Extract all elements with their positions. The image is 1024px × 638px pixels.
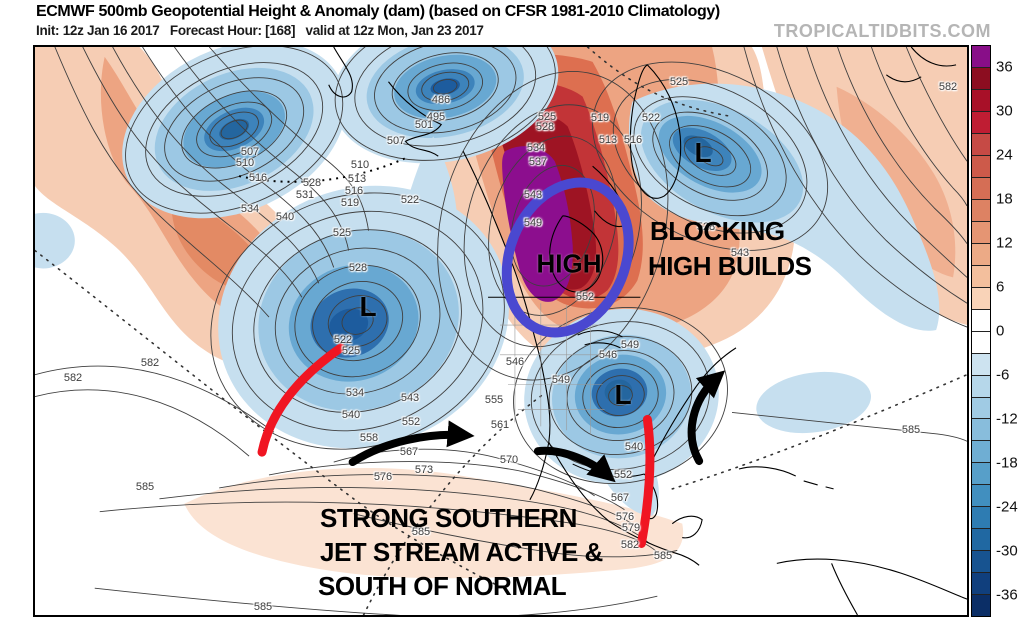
colorbar-tick: 18 <box>996 190 1013 208</box>
red-jet-stream-arrows <box>257 343 655 548</box>
map-canvas <box>33 45 969 617</box>
contour-map-graphic <box>35 47 967 615</box>
colorbar-cell <box>972 286 990 309</box>
colorbar-cell <box>972 264 990 287</box>
black-arrow-southwest <box>348 420 475 467</box>
colorbar-tick: 30 <box>996 102 1013 120</box>
red-jet-arc-east <box>636 414 655 548</box>
colorbar-tick: 12 <box>996 234 1013 252</box>
colorbar-tick-labels: 36 30 24 18 12 6 0 -6 -12 -18 -24 -30 -36 <box>996 45 1024 617</box>
colorbar-cell <box>972 440 990 463</box>
height-contours <box>35 47 967 615</box>
colorbar-cell <box>972 154 990 177</box>
colorbar-tick: -30 <box>996 542 1018 560</box>
colorbar-tick: -6 <box>996 366 1010 384</box>
colorbar-cell <box>972 242 990 265</box>
colorbar-tick: -12 <box>996 410 1018 428</box>
page-title: ECMWF 500mb Geopotential Height & Anomal… <box>36 3 720 20</box>
colorbar-cell <box>972 66 990 89</box>
colorbar-cell <box>972 396 990 419</box>
colorbar-cell <box>972 594 990 617</box>
blue-high-oval <box>501 177 634 338</box>
colorbar-cell <box>972 418 990 441</box>
graticule-dotted-lines <box>35 47 967 615</box>
colorbar-cell <box>972 46 990 67</box>
colorbar-tick: -18 <box>996 454 1018 472</box>
black-flow-arrows <box>348 370 726 483</box>
colorbar-cell <box>972 198 990 221</box>
colorbar-cell <box>972 484 990 507</box>
colorbar-cell <box>972 550 990 573</box>
colorbar-cell <box>972 176 990 199</box>
colorbar-cell <box>972 374 990 397</box>
colorbar-cell <box>972 330 990 353</box>
colorbar-tick: 0 <box>996 322 1005 340</box>
colorbar-cell <box>972 132 990 155</box>
colorbar-cell <box>972 462 990 485</box>
colorbar-tick: -36 <box>996 586 1018 604</box>
tropicaltidbits-watermark: TROPICALTIDBITS.COM <box>773 21 991 41</box>
state-borders <box>500 303 605 435</box>
colorbar-cell <box>972 308 990 331</box>
init-valid-subtitle: Init: 12z Jan 16 2017 Forecast Hour: [16… <box>36 23 484 38</box>
colorbar-cell <box>972 220 990 243</box>
colorbar-tick: -24 <box>996 498 1018 516</box>
black-arrow-gulf <box>533 446 616 483</box>
colorbar-tick: 36 <box>996 58 1013 76</box>
anomaly-colorbar <box>971 45 991 617</box>
red-jet-arc-west <box>257 343 346 457</box>
colorbar-cell <box>972 528 990 551</box>
colorbar-tick: 24 <box>996 146 1013 164</box>
colorbar-cell <box>972 110 990 133</box>
black-arrow-east-coast <box>687 370 726 466</box>
colorbar-cell <box>972 506 990 529</box>
colorbar-cell <box>972 88 990 111</box>
colorbar-tick: 6 <box>996 278 1005 296</box>
colorbar-cell <box>972 572 990 595</box>
colorbar-cell <box>972 352 990 375</box>
